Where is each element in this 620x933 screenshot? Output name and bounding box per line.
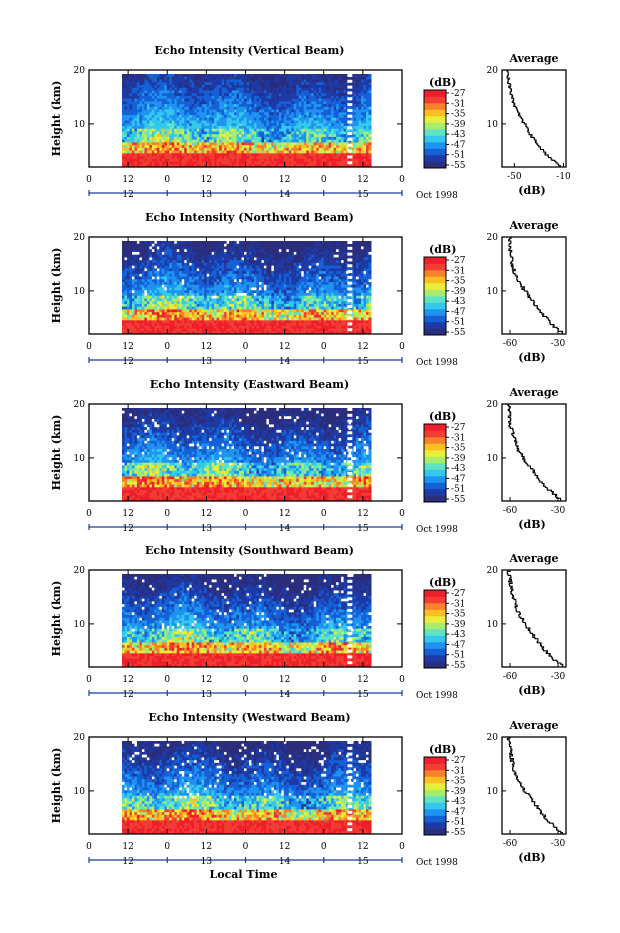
x-tick-label: 0 — [86, 175, 92, 185]
missing-data-mark — [347, 150, 352, 153]
colorbar-label: -31 — [451, 99, 466, 109]
date-tick-label: 15 — [357, 190, 369, 200]
profile-x-tick-label: -50 — [507, 172, 522, 182]
colorbar-swatch — [424, 90, 446, 97]
profile-x-label: (dB) — [518, 184, 545, 197]
missing-data-mark — [347, 161, 352, 164]
x-tick-label: 12 — [279, 175, 290, 185]
colorbar-swatch — [424, 97, 446, 104]
average-profile: Average 10 20 -50 -10 (dB) — [487, 52, 572, 197]
colorbar-swatch — [424, 136, 446, 143]
missing-data-mark — [347, 144, 352, 147]
profile-y-tick-label: 10 — [487, 120, 499, 130]
y-axis-label: Height (km) — [50, 81, 63, 157]
missing-data-mark — [347, 138, 352, 141]
profile-frame — [502, 70, 566, 167]
profile-line — [507, 70, 560, 167]
colorbar-label: -39 — [451, 120, 466, 130]
colorbar-label: -27 — [451, 89, 466, 99]
missing-data-mark — [347, 155, 352, 158]
y-tick-label: 20 — [74, 66, 86, 76]
x-tick-label: 0 — [164, 175, 170, 185]
missing-data-mark — [347, 97, 352, 100]
panel-2: Echo Intensity (Northward Beam)1020Heigh… — [50, 211, 566, 368]
panel-1: Echo Intensity (Vertical Beam) 10 20 Height… — [50, 44, 571, 201]
date-tick-label: 13 — [201, 190, 213, 200]
profile-x-tick-label: -10 — [556, 172, 571, 182]
colorbar-swatch — [424, 110, 446, 117]
x-tick-label: 0 — [321, 175, 327, 185]
missing-data-mark — [347, 86, 352, 89]
missing-data-mark — [347, 126, 352, 129]
colorbar-label: -55 — [451, 161, 466, 171]
missing-data-mark — [347, 121, 352, 124]
heatmap — [122, 241, 372, 335]
colorbar-unit: (dB) — [429, 76, 456, 89]
date-tick-label: 12 — [122, 190, 133, 200]
x-tick-label: 0 — [243, 175, 249, 185]
missing-data-mark — [347, 103, 352, 106]
date-tick-label: 14 — [279, 190, 291, 200]
missing-data-mark — [347, 109, 352, 112]
colorbar-swatch — [424, 142, 446, 149]
colorbar-label: -43 — [451, 130, 466, 140]
x-tick-label: 12 — [357, 175, 368, 185]
profile-y-tick-label: 20 — [487, 66, 499, 76]
missing-data-mark — [347, 91, 352, 94]
colorbar-label: -47 — [451, 140, 466, 150]
heatmap — [122, 74, 372, 168]
missing-data-mark — [347, 74, 352, 77]
colorbar-swatch — [424, 149, 446, 156]
panel-title: Echo Intensity (Northward Beam) — [145, 211, 354, 224]
missing-data-mark — [347, 132, 352, 135]
colorbar-swatch — [424, 116, 446, 123]
profile-title: Average — [508, 52, 558, 65]
colorbar-swatch — [424, 129, 446, 136]
colorbar: -27-31-35-39-43-47-51-55 — [424, 89, 466, 171]
date-label: Oct 1998 — [416, 191, 458, 201]
x-tick-label: 12 — [201, 175, 212, 185]
x-tick-label: 0 — [399, 175, 405, 185]
panel-title: Echo Intensity (Vertical Beam) — [154, 44, 344, 57]
colorbar-swatch — [424, 162, 446, 169]
y-tick-label: 10 — [74, 120, 86, 130]
colorbar-label: -51 — [451, 151, 466, 161]
missing-data-mark — [347, 115, 352, 118]
x-tick-label: 12 — [122, 175, 133, 185]
missing-data-mark — [347, 80, 352, 83]
colorbar-swatch — [424, 123, 446, 130]
colorbar-swatch — [424, 103, 446, 110]
colorbar-label: -35 — [451, 110, 466, 120]
colorbar-swatch — [424, 155, 446, 162]
